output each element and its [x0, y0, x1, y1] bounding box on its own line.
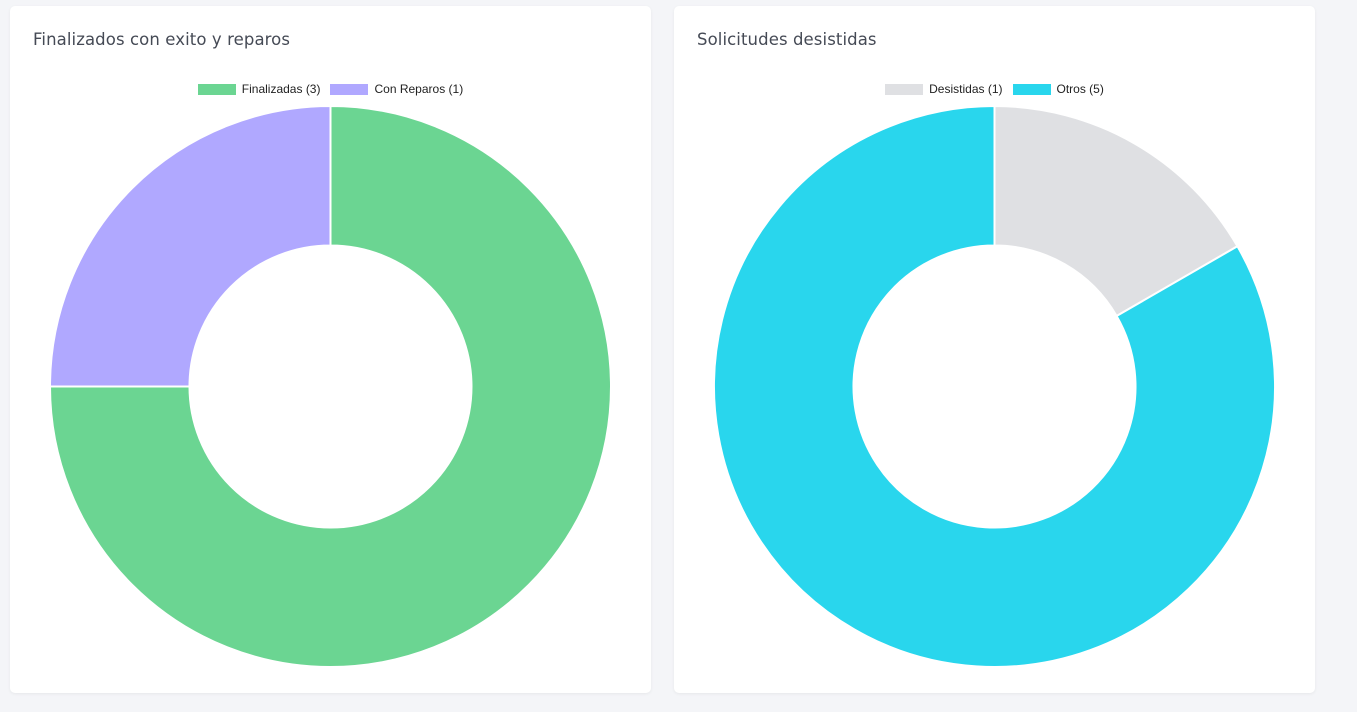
- legend-swatch: [330, 83, 369, 95]
- donut-chart: [48, 104, 612, 668]
- donut-slice-1[interactable]: [48, 104, 332, 388]
- legend-label: Finalizadas (3): [241, 82, 321, 96]
- chart-title: Solicitudes desistidas: [697, 30, 877, 49]
- legend-swatch: [885, 83, 924, 95]
- chart-legend: Finalizadas (3) Con Reparos (1): [10, 82, 651, 96]
- legend-swatch: [197, 83, 236, 95]
- donut-slice-1[interactable]: [713, 104, 1276, 668]
- donut-chart: [713, 104, 1276, 668]
- legend-item-desistidas[interactable]: Desistidas (1): [885, 82, 1003, 96]
- chart-title: Finalizados con exito y reparos: [33, 30, 291, 49]
- legend-label: Con Reparos (1): [374, 82, 464, 96]
- legend-label: Desistidas (1): [929, 82, 1003, 96]
- legend-item-otros[interactable]: Otros (5): [1012, 82, 1104, 96]
- legend-item-con-reparos[interactable]: Con Reparos (1): [330, 82, 463, 96]
- legend-item-finalizadas[interactable]: Finalizadas (3): [197, 82, 321, 96]
- legend-label: Otros (5): [1056, 82, 1104, 96]
- legend-swatch: [1012, 83, 1051, 95]
- donut-slice-0[interactable]: [48, 104, 612, 668]
- chart-legend: Desistidas (1) Otros (5): [674, 82, 1315, 96]
- donut-slice-0[interactable]: [993, 104, 1239, 318]
- chart-card-desistidas: Solicitudes desistidas Desistidas (1) Ot…: [674, 6, 1315, 693]
- chart-card-finalizados: Finalizados con exito y reparos Finaliza…: [10, 6, 651, 693]
